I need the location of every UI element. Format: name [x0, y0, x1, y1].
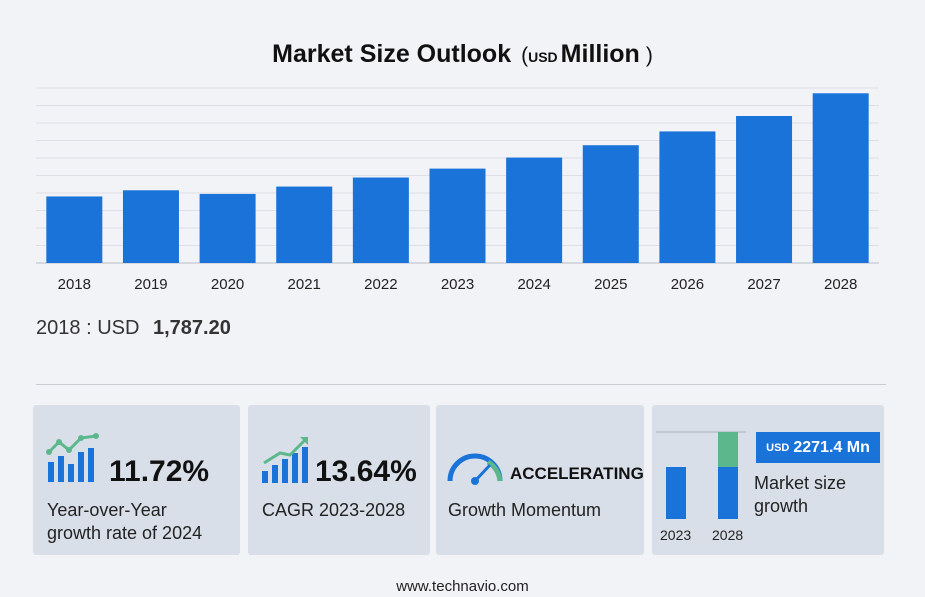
x-tick-label-2026: 2026	[671, 276, 704, 293]
growth-chart-icon	[46, 433, 99, 482]
x-tick-label-2021: 2021	[288, 276, 321, 293]
x-tick-label-2022: 2022	[364, 276, 397, 293]
x-tick-label-2023: 2023	[441, 276, 474, 293]
cagr-value: 13.64%	[315, 455, 417, 488]
x-tick-label-2028: 2028	[824, 276, 857, 293]
momentum-value: ACCELERATING	[510, 464, 644, 483]
x-tick-label-2024: 2024	[517, 276, 550, 293]
bar-2022	[352, 177, 409, 263]
yoy-label-line1: Year-over-Year	[47, 500, 167, 520]
base-year-stat: 2018 : USD 1,787.20	[36, 317, 231, 340]
x-tick-label-2019: 2019	[134, 276, 167, 293]
bar-2025	[582, 145, 639, 263]
bar-2018	[46, 196, 103, 263]
base-separator: :	[86, 317, 92, 339]
bar-2024	[506, 157, 563, 263]
chart-title: Market Size Outlook (USD Million)	[0, 40, 925, 69]
x-tick-label-2025: 2025	[594, 276, 627, 293]
bar-2023	[429, 168, 486, 263]
bar-2028	[812, 93, 869, 263]
bar-2021	[276, 186, 333, 263]
x-tick-label-2018: 2018	[58, 276, 91, 293]
yoy-value: 11.72%	[109, 455, 210, 488]
footer-url: www.technavio.com	[396, 578, 529, 595]
bar-2027	[736, 116, 793, 263]
divider	[36, 384, 886, 385]
base-value: 1,787.20	[152, 317, 231, 339]
base-year: 2018	[36, 317, 81, 339]
title-unit: Million	[560, 40, 640, 68]
bar-chart: 2018 2019 2020 2021 2022 2023 2024 2025 2026 2027…	[36, 87, 879, 293]
market-growth-label-line2: growth	[754, 496, 809, 516]
mini-year-2028: 2028	[712, 527, 744, 543]
bar-2026	[659, 131, 716, 263]
cagr-label-line2: 2023-2028	[319, 500, 406, 520]
gauge-icon	[447, 453, 503, 485]
cagr-card: 13.64% CAGR 2023-2028	[248, 405, 430, 555]
x-tick-label-2020: 2020	[211, 276, 244, 293]
market-growth-card: USD 2271.4 Mn Market size growth 2023 20…	[652, 405, 884, 555]
rising-bars-icon	[262, 437, 308, 483]
bar-2019	[122, 190, 179, 263]
mini-year-2023: 2023	[660, 527, 692, 543]
cagr-label: CAGR 2023-2028	[262, 499, 405, 522]
growth-badge-value: 2271.4 Mn	[793, 438, 870, 456]
bar-2020	[199, 193, 256, 263]
title-close-paren: )	[645, 44, 653, 67]
growth-badge: USD 2271.4 Mn	[756, 432, 880, 463]
market-growth-label: Market size growth	[754, 472, 846, 518]
yoy-label-line2: growth rate of 2024	[47, 523, 203, 543]
momentum-card: ACCELERATING Growth Momentum	[436, 405, 644, 555]
title-currency: USD	[528, 49, 558, 65]
mini-bar-icon	[656, 431, 746, 519]
market-growth-label-line1: Market size	[754, 473, 847, 493]
x-tick-label-2027: 2027	[747, 276, 780, 293]
growth-badge-currency: USD	[766, 441, 790, 454]
cagr-label-line1: CAGR	[262, 500, 315, 520]
chart-title-text: Market Size Outlook	[272, 40, 512, 68]
yoy-card: 11.72% Year-over-Year growth rate of 202…	[33, 405, 240, 555]
momentum-label: Growth Momentum	[448, 500, 602, 520]
title-open-paren: (	[521, 44, 529, 67]
base-currency: USD	[97, 317, 140, 339]
yoy-label: Year-over-Year growth rate of 2024	[47, 499, 202, 545]
